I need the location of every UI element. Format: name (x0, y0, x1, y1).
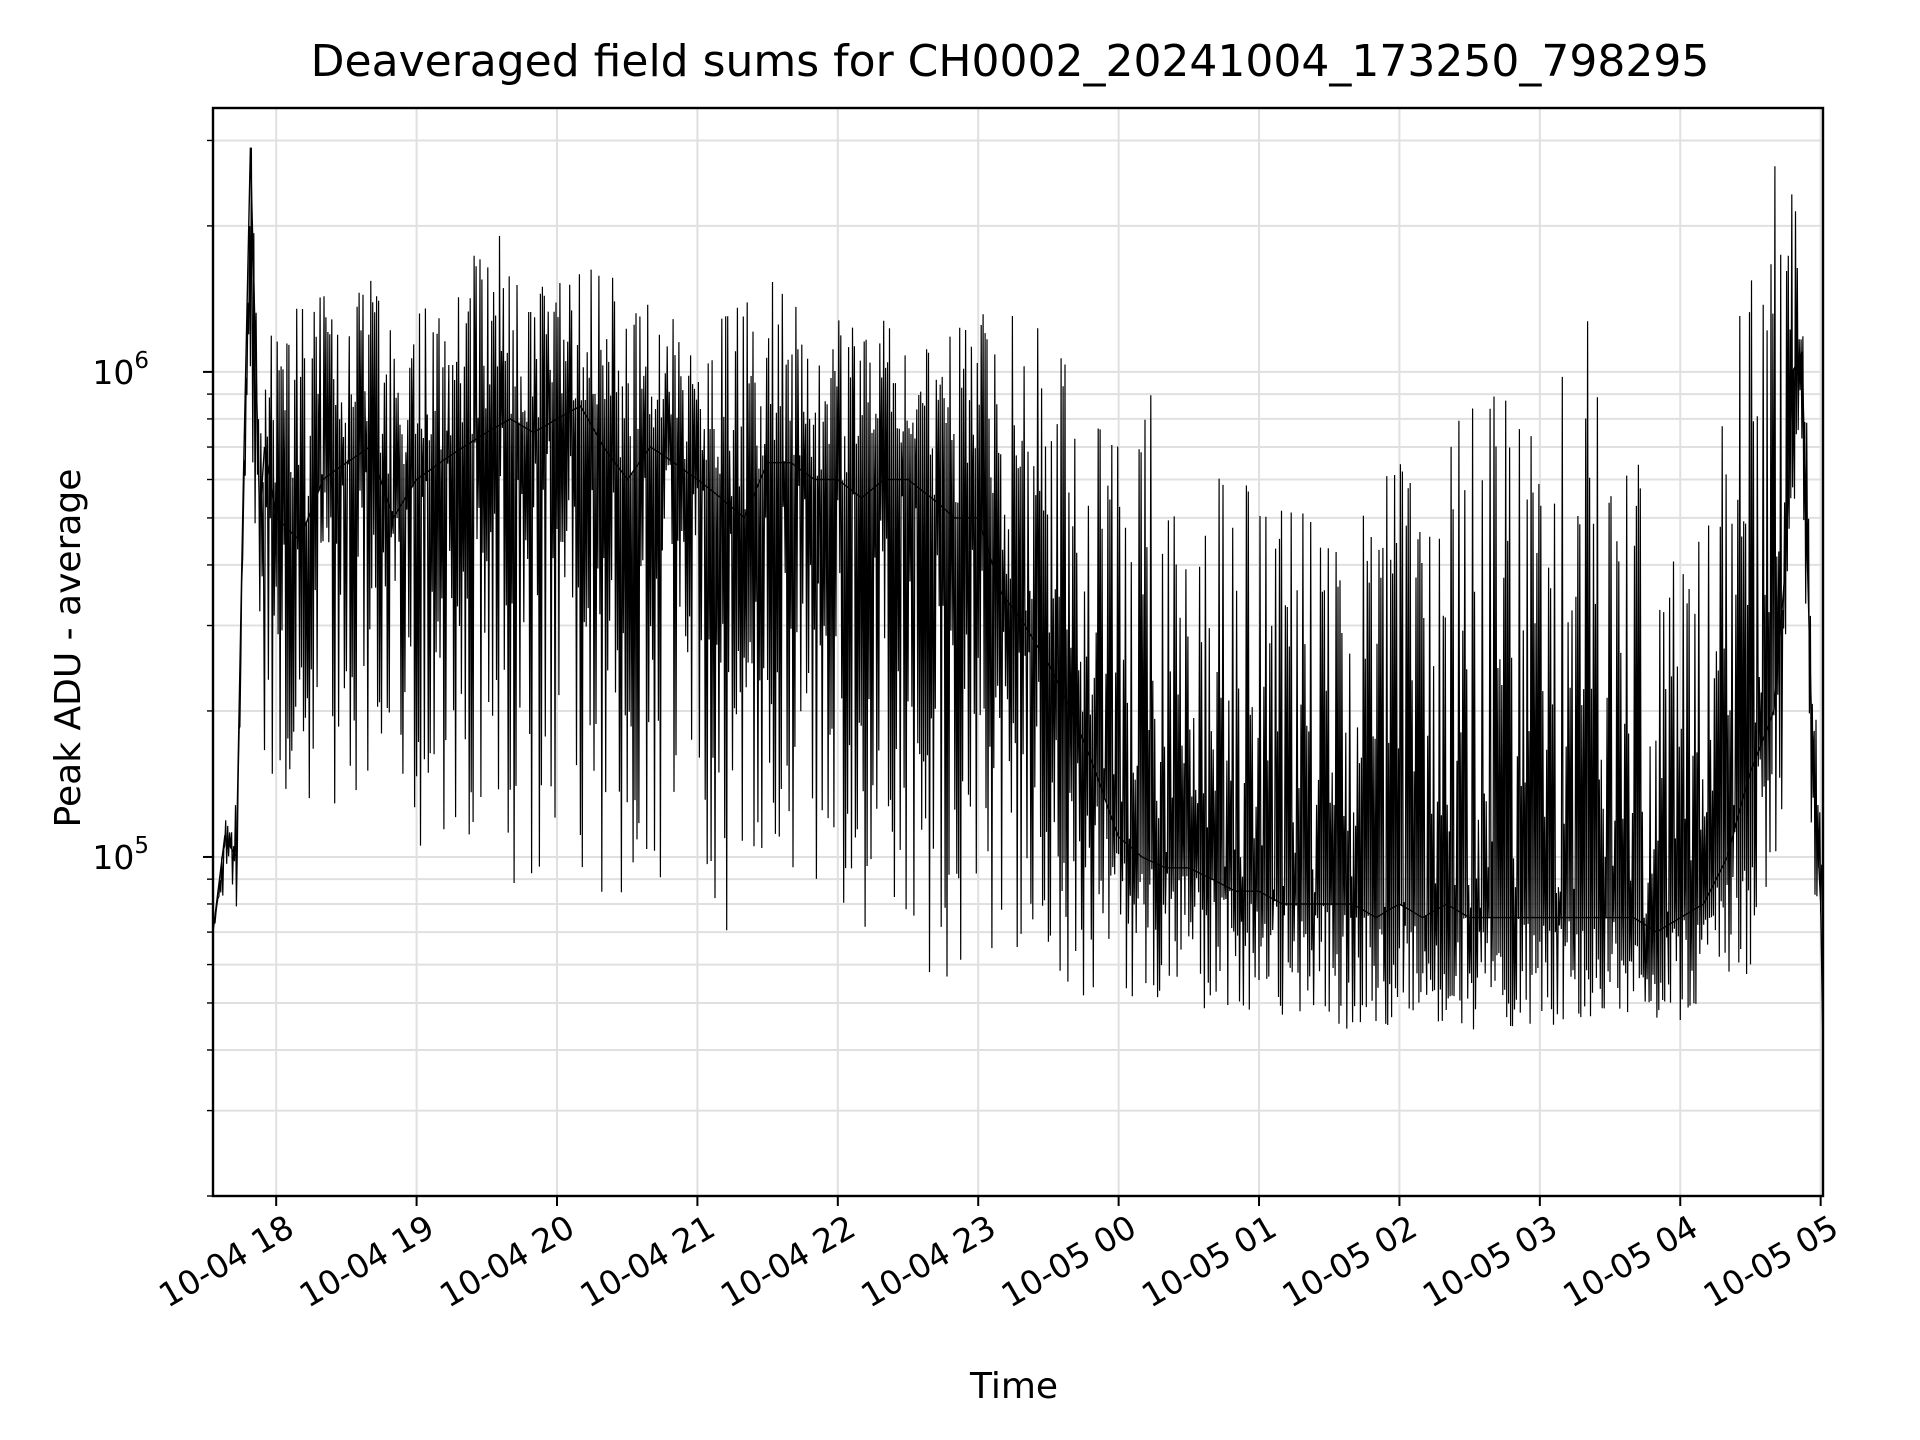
y-axis-label: Peak ADU - average (48, 469, 89, 828)
series (212, 147, 1824, 1051)
y-tick-exponent: 6 (134, 348, 149, 374)
y-tick-label: 106 (92, 348, 149, 392)
series-line (212, 147, 1824, 1051)
x-axis-label: Time (969, 1366, 1058, 1407)
series-fluctuation (212, 147, 1823, 1030)
y-tick-base: 10 (92, 353, 134, 392)
plot-area-frame (211, 106, 1825, 1198)
y-tick-base: 10 (92, 838, 134, 877)
y-tick-label: 105 (92, 833, 149, 877)
y-tick-exponent: 5 (134, 833, 149, 859)
chart-title: Deaveraged field sums for CH0002_2024100… (311, 36, 1710, 87)
